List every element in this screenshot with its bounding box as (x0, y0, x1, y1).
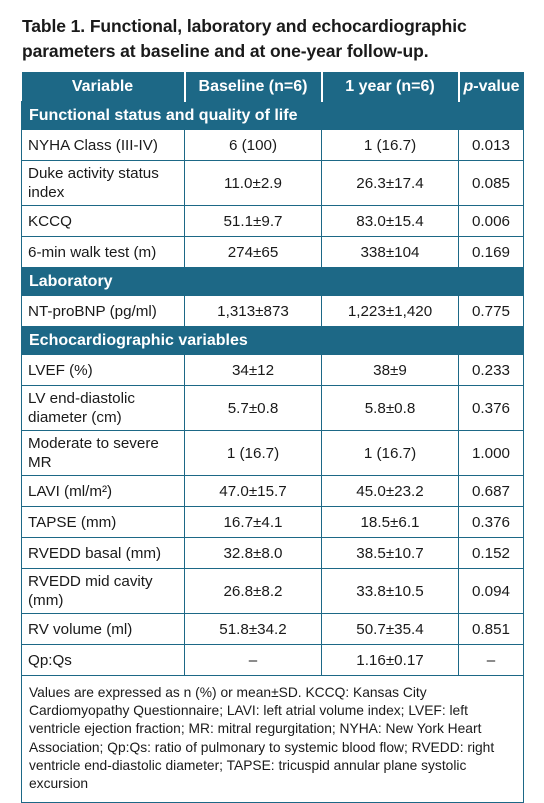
section-row: Functional status and quality of life (21, 101, 524, 130)
document-page: Table 1. Functional, laboratory and echo… (21, 16, 524, 803)
row-label: KCCQ (21, 205, 185, 237)
footnote-row: Values are expressed as n (%) or mean±SD… (21, 674, 524, 803)
baseline-cell: 274±65 (184, 236, 322, 268)
table-row: LVEF (%) 34±12 38±9 0.233 (21, 354, 524, 386)
baseline-cell: – (184, 644, 322, 676)
section-title: Laboratory (21, 267, 524, 296)
one-year-cell: 1 (16.7) (321, 430, 459, 476)
table-row: Moderate to severe MR 1 (16.7) 1 (16.7) … (21, 430, 524, 476)
one-year-cell: 1.16±0.17 (321, 644, 459, 676)
baseline-cell: 11.0±2.9 (184, 160, 322, 206)
row-label: 6-min walk test (m) (21, 236, 185, 268)
header-variable: Variable (21, 72, 185, 102)
table-row: Duke activity status index 11.0±2.9 26.3… (21, 160, 524, 206)
p-value-cell: 0.233 (458, 354, 524, 386)
table-footnote: Values are expressed as n (%) or mean±SD… (21, 674, 524, 803)
table-row: RV volume (ml) 51.8±34.2 50.7±35.4 0.851 (21, 613, 524, 645)
section-row: Laboratory (21, 267, 524, 296)
one-year-cell: 18.5±6.1 (321, 506, 459, 538)
table-row: RVEDD basal (mm) 32.8±8.0 38.5±10.7 0.15… (21, 537, 524, 569)
row-label: LV end-diastolic diameter (cm) (21, 385, 185, 431)
row-label: LAVI (ml/m²) (21, 475, 185, 507)
p-value-cell: 0.094 (458, 568, 524, 614)
baseline-cell: 32.8±8.0 (184, 537, 322, 569)
one-year-cell: 5.8±0.8 (321, 385, 459, 431)
row-label: Duke activity status index (21, 160, 185, 206)
baseline-cell: 16.7±4.1 (184, 506, 322, 538)
row-label: Moderate to severe MR (21, 430, 185, 476)
p-value-cell: 1.000 (458, 430, 524, 476)
results-table: Variable Baseline (n=6) 1 year (n=6) p-v… (21, 72, 524, 803)
header-p-letter: p (463, 77, 474, 95)
row-label: NT-proBNP (pg/ml) (21, 295, 185, 327)
table-header-row: Variable Baseline (n=6) 1 year (n=6) p-v… (21, 72, 524, 102)
table-row: Qp:Qs – 1.16±0.17 – (21, 644, 524, 676)
one-year-cell: 26.3±17.4 (321, 160, 459, 206)
header-one-year: 1 year (n=6) (320, 72, 459, 102)
row-label: RV volume (ml) (21, 613, 185, 645)
table-row: TAPSE (mm) 16.7±4.1 18.5±6.1 0.376 (21, 506, 524, 538)
p-value-cell: 0.006 (458, 205, 524, 237)
one-year-cell: 338±104 (321, 236, 459, 268)
header-p-suffix: -value (473, 77, 520, 95)
one-year-cell: 33.8±10.5 (321, 568, 459, 614)
baseline-cell: 1 (16.7) (184, 430, 322, 476)
table-row: LV end-diastolic diameter (cm) 5.7±0.8 5… (21, 385, 524, 431)
baseline-cell: 6 (100) (184, 129, 322, 161)
baseline-cell: 51.8±34.2 (184, 613, 322, 645)
p-value-cell: 0.775 (458, 295, 524, 327)
p-value-cell: – (458, 644, 524, 676)
baseline-cell: 51.1±9.7 (184, 205, 322, 237)
baseline-cell: 1,313±873 (184, 295, 322, 327)
p-value-cell: 0.013 (458, 129, 524, 161)
baseline-cell: 34±12 (184, 354, 322, 386)
table-row: RVEDD mid cavity (mm) 26.8±8.2 33.8±10.5… (21, 568, 524, 614)
p-value-cell: 0.152 (458, 537, 524, 569)
table-row: LAVI (ml/m²) 47.0±15.7 45.0±23.2 0.687 (21, 475, 524, 507)
table-row: NT-proBNP (pg/ml) 1,313±873 1,223±1,420 … (21, 295, 524, 327)
one-year-cell: 38±9 (321, 354, 459, 386)
row-label: LVEF (%) (21, 354, 185, 386)
p-value-cell: 0.169 (458, 236, 524, 268)
table-row: KCCQ 51.1±9.7 83.0±15.4 0.006 (21, 205, 524, 237)
baseline-cell: 5.7±0.8 (184, 385, 322, 431)
p-value-cell: 0.376 (458, 506, 524, 538)
one-year-cell: 1 (16.7) (321, 129, 459, 161)
p-value-cell: 0.687 (458, 475, 524, 507)
row-label: Qp:Qs (21, 644, 185, 676)
row-label: RVEDD mid cavity (mm) (21, 568, 185, 614)
one-year-cell: 1,223±1,420 (321, 295, 459, 327)
p-value-cell: 0.376 (458, 385, 524, 431)
p-value-cell: 0.085 (458, 160, 524, 206)
section-title: Functional status and quality of life (21, 101, 524, 130)
section-row: Echocardiographic variables (21, 326, 524, 355)
row-label: RVEDD basal (mm) (21, 537, 185, 569)
row-label: NYHA Class (III-IV) (21, 129, 185, 161)
one-year-cell: 83.0±15.4 (321, 205, 459, 237)
p-value-cell: 0.851 (458, 613, 524, 645)
header-p-value: p-value (457, 72, 524, 102)
one-year-cell: 38.5±10.7 (321, 537, 459, 569)
one-year-cell: 45.0±23.2 (321, 475, 459, 507)
row-label: TAPSE (mm) (21, 506, 185, 538)
header-baseline: Baseline (n=6) (183, 72, 322, 102)
one-year-cell: 50.7±35.4 (321, 613, 459, 645)
baseline-cell: 26.8±8.2 (184, 568, 322, 614)
table-caption: Table 1. Functional, laboratory and echo… (22, 16, 467, 61)
table-row: NYHA Class (III-IV) 6 (100) 1 (16.7) 0.0… (21, 129, 524, 161)
table-row: 6-min walk test (m) 274±65 338±104 0.169 (21, 236, 524, 268)
section-title: Echocardiographic variables (21, 326, 524, 355)
baseline-cell: 47.0±15.7 (184, 475, 322, 507)
